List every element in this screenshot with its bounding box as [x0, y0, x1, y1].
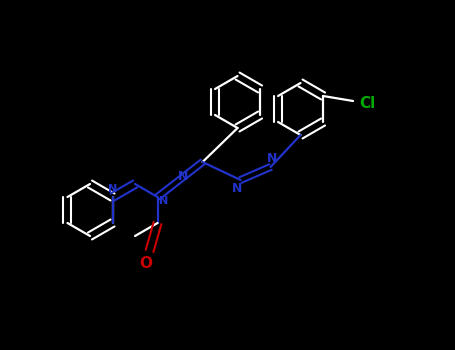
- Text: N: N: [268, 153, 278, 166]
- Text: O: O: [139, 256, 152, 271]
- Text: N: N: [178, 170, 188, 183]
- Text: N: N: [233, 182, 243, 195]
- Text: N: N: [108, 184, 117, 194]
- Text: Cl: Cl: [359, 96, 375, 111]
- Text: N: N: [159, 196, 168, 206]
